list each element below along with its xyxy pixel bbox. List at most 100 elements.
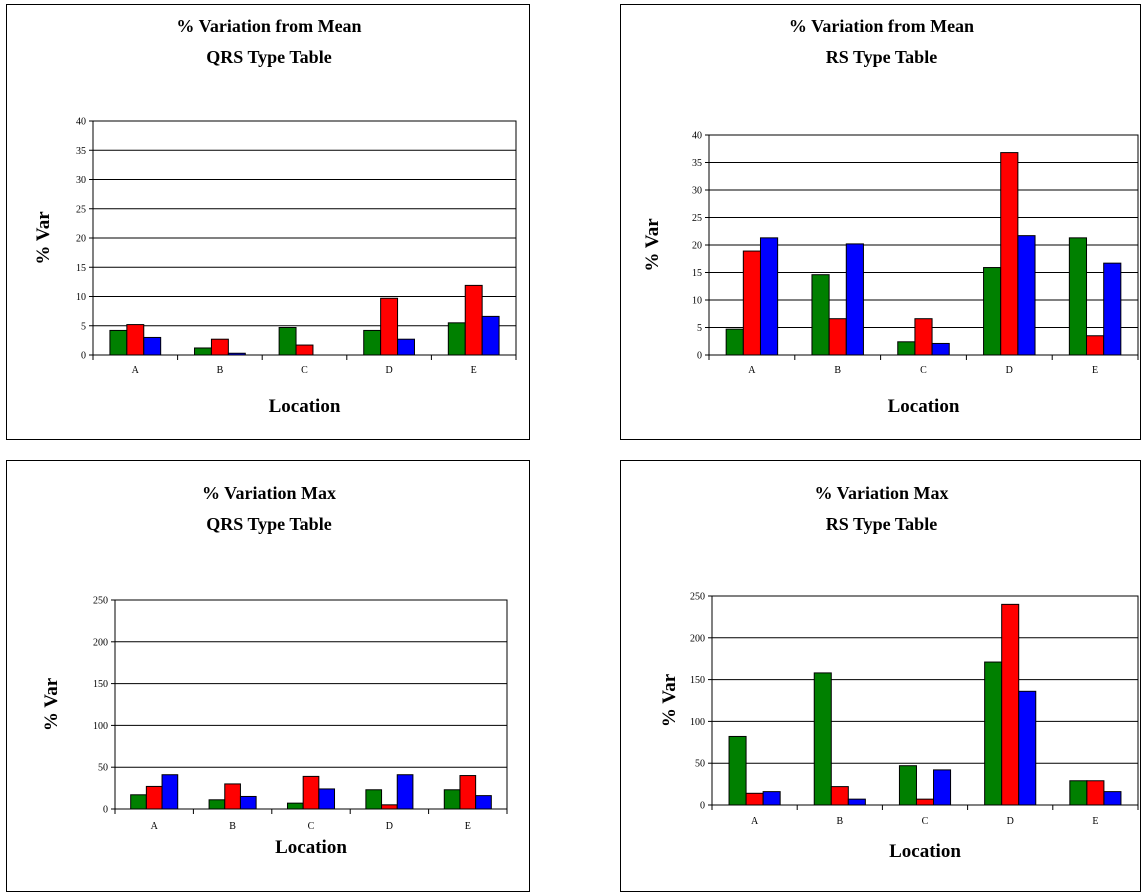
bar [194, 347, 212, 356]
x-tick-label: C [301, 365, 308, 376]
y-tick-label: 25 [692, 213, 702, 224]
y-tick-label: 0 [103, 805, 108, 816]
y-tick-label: 100 [93, 721, 108, 732]
y-tick-label: 35 [692, 158, 702, 169]
bar [208, 799, 226, 810]
bar [295, 344, 314, 356]
y-tick-label: 30 [76, 175, 86, 186]
bar [728, 735, 747, 806]
x-axis-label: Location [889, 841, 961, 862]
bar [1086, 335, 1105, 356]
bar [933, 769, 952, 806]
bar [143, 336, 162, 356]
bar [847, 798, 866, 806]
bar [145, 785, 163, 810]
y-tick-label: 250 [93, 596, 108, 607]
y-tick-label: 40 [692, 131, 702, 142]
x-tick-label: C [922, 816, 929, 827]
y-tick-label: 5 [697, 323, 702, 334]
y-tick-label: 0 [700, 801, 705, 812]
chart-title-line: % Variation from Mean [789, 16, 974, 36]
bar [210, 338, 229, 356]
bar [1103, 262, 1122, 356]
bar [459, 775, 477, 810]
bar [1000, 152, 1019, 356]
chart-title-line: QRS Type Table [206, 514, 331, 534]
bar [914, 318, 933, 356]
y-tick-label: 50 [695, 759, 705, 770]
y-tick-label: 20 [76, 234, 86, 245]
bar [475, 795, 492, 810]
bar [745, 792, 764, 806]
bar [365, 789, 383, 810]
x-tick-label: B [217, 365, 224, 376]
plot-area-border [711, 595, 1139, 806]
x-tick-label: C [308, 821, 315, 832]
chart-svg-rs-max: % Variation Max RS Type Table 0 50 100 150 200… [659, 483, 1139, 862]
x-tick-label: D [1006, 365, 1013, 376]
x-tick-label: B [836, 816, 843, 827]
bar [742, 250, 761, 356]
y-tick-label: 5 [81, 321, 86, 332]
bar [447, 322, 466, 356]
x-tick-label: D [385, 365, 392, 376]
bar [1086, 780, 1105, 806]
x-tick-label: A [132, 365, 140, 376]
y-tick-label: 10 [692, 296, 702, 307]
x-tick-label: A [751, 816, 759, 827]
chart-panel-rs-max: % Variation Max RS Type Table 0 50 100 150 200… [620, 460, 1141, 892]
y-tick-label: 30 [692, 186, 702, 197]
bar [931, 342, 950, 356]
bar [811, 274, 830, 356]
y-tick-label: 100 [690, 717, 705, 728]
y-tick-label: 150 [690, 675, 705, 686]
y-axis-label: % Var [33, 211, 54, 265]
y-axis-label: % Var [642, 218, 663, 272]
chart-panel-rs-mean: % Variation from Mean RS Type Table 0 5 10 15… [620, 4, 1141, 440]
y-tick-label: 250 [690, 592, 705, 603]
bar [464, 284, 483, 356]
bar [302, 775, 320, 810]
bar [397, 338, 415, 356]
bar [1001, 603, 1020, 806]
bar [1069, 780, 1088, 806]
chart-svg-qrs-max: % Variation Max QRS Type Table 0 50 100 150 20… [41, 483, 508, 858]
y-axis-label: % Var [41, 677, 62, 731]
chart-svg-qrs-mean: % Variation from Mean QRS Type Table 0 5 10 1… [33, 16, 517, 417]
bar [126, 324, 145, 356]
x-tick-label: A [748, 365, 756, 376]
x-tick-label: B [834, 365, 841, 376]
bar [1103, 791, 1122, 806]
bar [830, 786, 849, 806]
bar [813, 672, 832, 806]
bar [915, 798, 935, 806]
bar [396, 774, 414, 810]
bar [481, 315, 500, 356]
y-tick-label: 0 [81, 351, 86, 362]
bar [380, 297, 399, 356]
bar [161, 774, 179, 810]
x-tick-label: E [1092, 365, 1098, 376]
y-tick-label: 15 [692, 268, 702, 279]
x-tick-label: E [1092, 816, 1098, 827]
bar [759, 237, 779, 356]
y-tick-label: 0 [697, 351, 702, 362]
y-tick-label: 40 [76, 117, 86, 128]
y-tick-label: 200 [690, 633, 705, 644]
bar [381, 804, 398, 810]
bar [130, 794, 147, 810]
bar [984, 661, 1003, 806]
y-tick-label: 15 [76, 263, 86, 274]
bar [278, 327, 297, 356]
bar [286, 802, 304, 810]
bar [1068, 237, 1088, 356]
bar [898, 765, 917, 806]
y-axis-label: % Var [659, 673, 680, 727]
bar [239, 795, 257, 810]
bar [762, 791, 781, 806]
x-tick-label: D [386, 821, 393, 832]
bar [828, 318, 847, 356]
bar [1017, 235, 1036, 356]
bar [443, 789, 461, 810]
x-tick-label: E [471, 365, 477, 376]
